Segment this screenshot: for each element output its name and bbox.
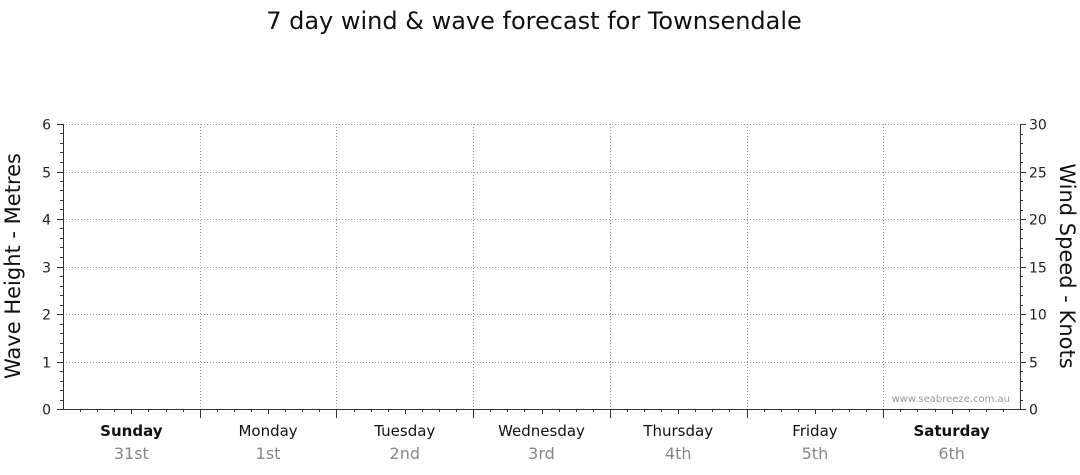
- axes: 0 1 2 3 4 5 6 0 5 10 15 20 25 30 Sunday 31st Monday 1st Tu…: [42, 118, 1047, 464]
- left-tick-label: 5: [42, 166, 51, 182]
- date-label: 6th: [938, 444, 965, 463]
- right-tick-label: 25: [1029, 166, 1047, 182]
- day-label: Sunday: [100, 422, 163, 440]
- grid: [63, 124, 1020, 409]
- left-tick-label: 1: [42, 356, 51, 372]
- watermark-text: www.seabreeze.com.au: [892, 394, 1010, 405]
- date-label: 2nd: [390, 444, 420, 463]
- left-tick-label: 4: [42, 213, 51, 229]
- left-axis-title: Wave Height - Metres: [1, 153, 25, 379]
- day-label: Saturday: [913, 422, 990, 440]
- right-axis-title: Wind Speed - Knots: [1055, 163, 1079, 368]
- day-label: Friday: [792, 422, 838, 440]
- date-label: 5th: [802, 444, 829, 463]
- left-tick-label: 6: [42, 118, 51, 134]
- date-label: 3rd: [528, 444, 555, 463]
- day-label: Monday: [238, 422, 297, 440]
- day-label: Tuesday: [373, 422, 435, 440]
- date-label: 4th: [665, 444, 692, 463]
- right-tick-label: 0: [1029, 403, 1038, 419]
- right-tick-label: 20: [1029, 213, 1047, 229]
- left-tick-label: 0: [42, 403, 51, 419]
- right-tick-label: 5: [1029, 356, 1038, 372]
- date-label: 1st: [256, 444, 281, 463]
- left-tick-label: 2: [42, 308, 51, 324]
- right-tick-label: 10: [1029, 308, 1047, 324]
- left-tick-label: 3: [42, 261, 51, 277]
- right-tick-label: 30: [1029, 118, 1047, 134]
- date-label: 31st: [114, 444, 149, 463]
- chart-title: 7 day wind & wave forecast for Townsenda…: [266, 7, 802, 35]
- day-label: Wednesday: [498, 422, 585, 440]
- day-label: Thursday: [642, 422, 713, 440]
- right-tick-label: 15: [1029, 261, 1047, 277]
